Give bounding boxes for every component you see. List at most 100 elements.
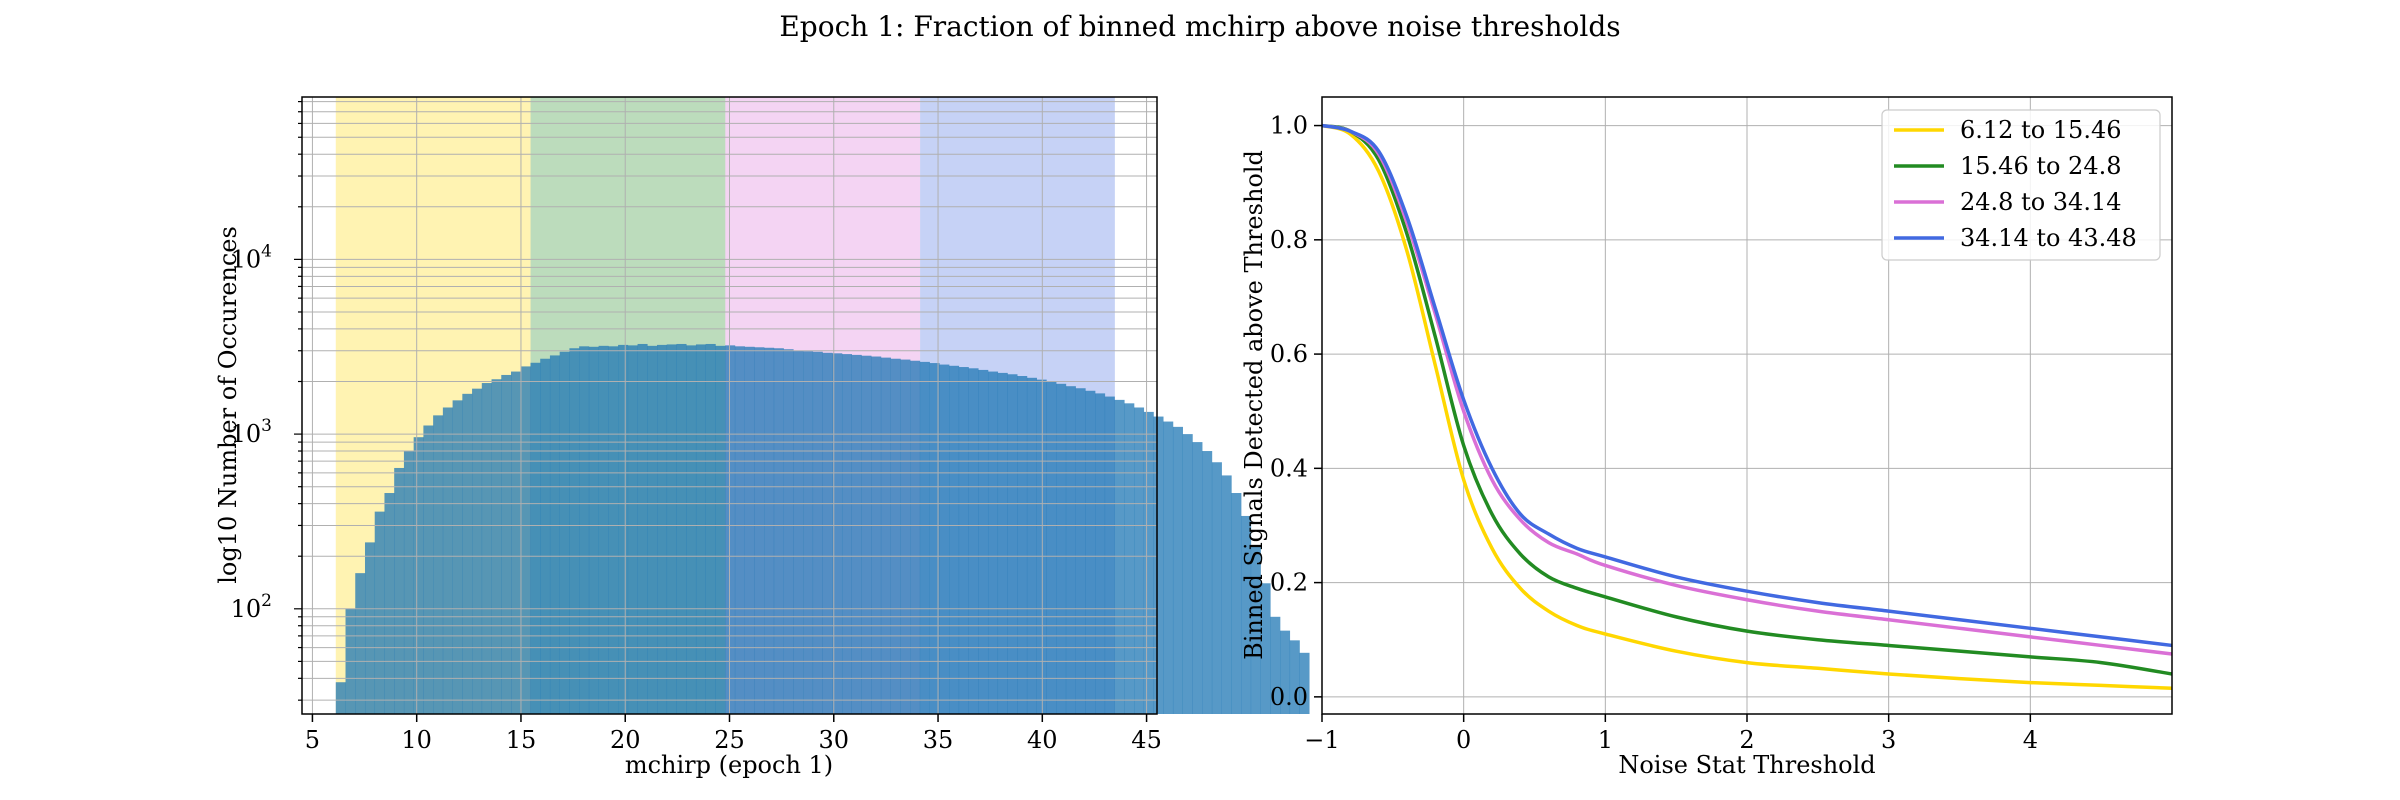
series-line-2	[1321, 123, 2173, 676]
histogram-bar	[949, 365, 960, 714]
histogram-y-label: log10 Number of Occurences	[214, 226, 242, 584]
legend-box	[1881, 109, 2161, 261]
x-tick-label: 40	[1027, 726, 1058, 754]
histogram-bar	[1026, 377, 1037, 714]
histogram-bar	[929, 363, 940, 714]
histogram-bar	[559, 351, 570, 714]
histogram-bar	[530, 362, 541, 714]
histogram-bar	[871, 356, 882, 714]
y-tick-label: 0.2	[1270, 569, 1308, 597]
x-tick-label: 4	[2023, 726, 2038, 754]
histogram-bar	[1114, 399, 1125, 714]
histogram-bar	[1299, 652, 1310, 714]
histogram-bar	[900, 359, 911, 714]
y-tick-label: 0.0	[1270, 683, 1308, 711]
histogram-bar	[958, 367, 969, 714]
histogram-bar	[442, 407, 453, 714]
histogram-bar	[764, 347, 775, 714]
histogram-bar	[579, 346, 590, 714]
histogram-bar	[997, 372, 1008, 714]
histogram-bar	[1085, 390, 1096, 714]
histogram-bar	[384, 493, 395, 714]
histogram-bar	[803, 351, 814, 714]
histogram-bar	[481, 383, 492, 714]
histogram-bar	[666, 344, 677, 714]
histogram-bar	[939, 364, 950, 714]
y-tick-label: 103	[231, 416, 272, 448]
histogram-grid	[302, 97, 1157, 714]
histogram-bar	[744, 346, 755, 714]
histogram-x-label: mchirp (epoch 1)	[625, 751, 833, 779]
y-tick-label: 1.0	[1270, 112, 1308, 140]
histogram-panel: 5 10 15 20 25 30 35 40 45 102 103 104 mchirp (epoc…	[214, 96, 1310, 779]
threshold-panel: −1 0 1 2 3 4 0.0 0.2 0.4 0.6 0.8 1.0 Noise Stat Th…	[1240, 96, 2173, 779]
histogram-bar	[1143, 411, 1154, 714]
histogram-bar	[1095, 393, 1106, 714]
threshold-x-label: Noise Stat Threshold	[1618, 751, 1875, 779]
histogram-bar	[1231, 493, 1242, 714]
series-line-3	[1321, 123, 2173, 656]
histogram-bar	[1260, 583, 1271, 714]
x-tick-label: 10	[401, 726, 432, 754]
threshold-y-ticks: 0.0 0.2 0.4 0.6 0.8 1.0	[1270, 112, 1322, 711]
histogram-bar	[1211, 462, 1222, 714]
legend: 6.12 to 15.46 15.46 to 24.8 24.8 to 34.14 3…	[1881, 109, 2161, 261]
histogram-bar	[773, 348, 784, 714]
legend-label-2: 15.46 to 24.8	[1960, 152, 2122, 180]
histogram-bar	[1280, 630, 1291, 714]
histogram-bar	[705, 343, 716, 714]
histogram-bar	[520, 366, 531, 714]
histogram-bar	[452, 400, 463, 714]
histogram-bar	[1046, 381, 1057, 714]
histogram-bar	[433, 415, 444, 714]
y-tick-label: 0.6	[1270, 340, 1308, 368]
histogram-bar	[1172, 426, 1183, 714]
histogram-bar	[734, 346, 745, 714]
x-tick-label: 0	[1456, 726, 1471, 754]
histogram-bar	[1036, 379, 1047, 714]
histogram-bar	[501, 374, 512, 714]
histogram-bar	[793, 350, 804, 714]
x-tick-label: 30	[818, 726, 849, 754]
histogram-bar	[1221, 475, 1232, 714]
histogram-bar	[1241, 515, 1252, 714]
histogram-bar	[725, 345, 736, 714]
histogram-bar	[754, 347, 765, 714]
x-tick-label: 3	[1881, 726, 1896, 754]
x-tick-label: 45	[1131, 726, 1162, 754]
histogram-bar	[1104, 396, 1115, 714]
histogram-bar	[1075, 388, 1086, 714]
histogram-bar	[822, 352, 833, 714]
legend-label-3: 24.8 to 34.14	[1960, 188, 2122, 216]
histogram-bar	[598, 345, 609, 714]
legend-label-4: 34.14 to 43.48	[1960, 224, 2137, 252]
y-tick-label: 0.8	[1270, 226, 1308, 254]
histogram-bar	[1182, 434, 1193, 714]
histogram-bar	[978, 369, 989, 714]
x-tick-label: 1	[1598, 726, 1613, 754]
histogram-bar	[657, 344, 668, 714]
histogram-bar	[637, 343, 648, 714]
histogram-bar	[861, 355, 872, 714]
y-tick-label: 0.4	[1270, 454, 1308, 482]
histogram-bar	[783, 349, 794, 714]
y-tick-label: 104	[231, 241, 272, 273]
histogram-bar	[812, 351, 823, 714]
histogram-bar	[491, 379, 502, 714]
histogram-bar	[841, 354, 853, 714]
histogram-bar	[1065, 386, 1076, 714]
x-tick-label: −1	[1304, 726, 1339, 754]
histogram-bar	[1153, 416, 1164, 714]
x-tick-label: 20	[610, 726, 641, 754]
histogram-x-ticks: 5 10 15 20 25 30 35 40 45	[305, 714, 1162, 754]
threshold-x-ticks: −1 0 1 2 3 4	[1304, 714, 2038, 754]
histogram-bar	[511, 371, 522, 714]
histogram-bar	[686, 345, 697, 714]
histogram-bar	[1270, 616, 1281, 714]
histogram-bar	[1017, 376, 1028, 714]
histogram-bar	[919, 361, 930, 714]
histogram-bar	[569, 348, 580, 714]
x-tick-label: 2	[1739, 726, 1754, 754]
histogram-bar	[715, 345, 726, 714]
